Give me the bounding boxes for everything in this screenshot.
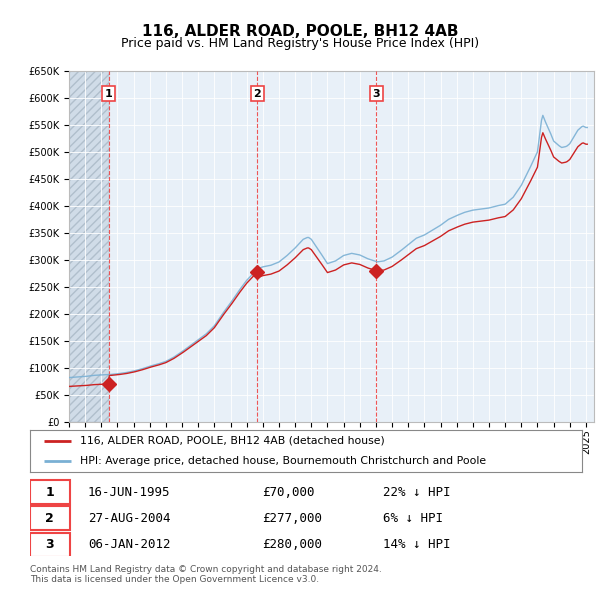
Text: 2: 2 (46, 512, 54, 525)
Bar (69, 71, 109, 422)
Text: 1: 1 (105, 88, 113, 99)
Text: £70,000: £70,000 (262, 486, 314, 499)
Text: 116, ALDER ROAD, POOLE, BH12 4AB: 116, ALDER ROAD, POOLE, BH12 4AB (142, 24, 458, 38)
Text: Price paid vs. HM Land Registry's House Price Index (HPI): Price paid vs. HM Land Registry's House … (121, 37, 479, 50)
Text: 14% ↓ HPI: 14% ↓ HPI (383, 538, 451, 551)
Text: 16-JUN-1995: 16-JUN-1995 (88, 486, 170, 499)
Text: 27-AUG-2004: 27-AUG-2004 (88, 512, 170, 525)
Text: 116, ALDER ROAD, POOLE, BH12 4AB (detached house): 116, ALDER ROAD, POOLE, BH12 4AB (detach… (80, 436, 385, 446)
Text: This data is licensed under the Open Government Licence v3.0.: This data is licensed under the Open Gov… (30, 575, 319, 584)
Text: 1: 1 (46, 486, 54, 499)
FancyBboxPatch shape (30, 480, 70, 504)
Text: 06-JAN-2012: 06-JAN-2012 (88, 538, 170, 551)
Text: £280,000: £280,000 (262, 538, 322, 551)
FancyBboxPatch shape (30, 533, 70, 556)
Text: 6% ↓ HPI: 6% ↓ HPI (383, 512, 443, 525)
Text: HPI: Average price, detached house, Bournemouth Christchurch and Poole: HPI: Average price, detached house, Bour… (80, 455, 486, 466)
Text: 2: 2 (253, 88, 261, 99)
Bar (69, 71, 109, 422)
Text: Contains HM Land Registry data © Crown copyright and database right 2024.: Contains HM Land Registry data © Crown c… (30, 565, 382, 574)
FancyBboxPatch shape (30, 506, 70, 530)
Text: 22% ↓ HPI: 22% ↓ HPI (383, 486, 451, 499)
Text: 3: 3 (373, 88, 380, 99)
Text: £277,000: £277,000 (262, 512, 322, 525)
Text: 3: 3 (46, 538, 54, 551)
